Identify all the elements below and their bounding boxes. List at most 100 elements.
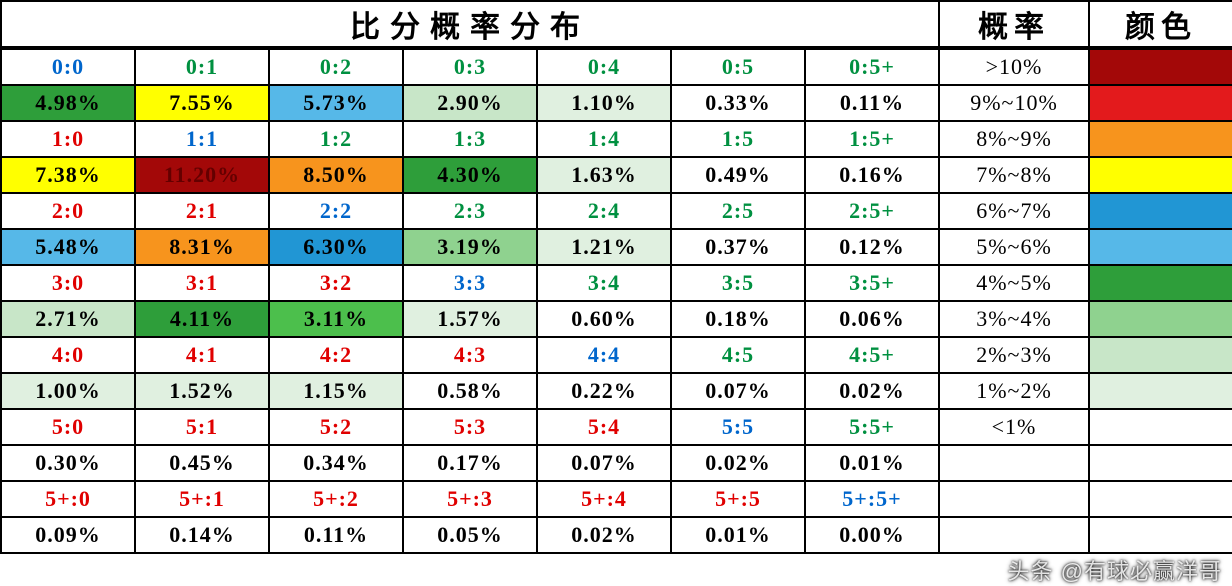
grid-cell: 1.10% — [537, 85, 671, 121]
grid-cell: 0.17% — [403, 445, 537, 481]
grid-cell: 8.50% — [269, 157, 403, 193]
grid-cell: 2:5 — [671, 193, 805, 229]
legend-swatch — [1089, 409, 1232, 445]
grid-cell: 5:3 — [403, 409, 537, 445]
legend-label — [939, 445, 1089, 481]
grid-cell: 1:5+ — [805, 121, 939, 157]
table-row: 1:01:11:21:31:41:51:5+8%~9% — [1, 121, 1232, 157]
grid-cell: 0.02% — [671, 445, 805, 481]
grid-cell: 6.30% — [269, 229, 403, 265]
legend-swatch — [1089, 517, 1232, 553]
table-row: 5:05:15:25:35:45:55:5+<1% — [1, 409, 1232, 445]
grid-cell: 0.12% — [805, 229, 939, 265]
grid-cell: 4:0 — [1, 337, 135, 373]
grid-cell: 5+:3 — [403, 481, 537, 517]
grid-cell: 0.05% — [403, 517, 537, 553]
score-probability-table: 比分概率分布 概率 颜色 — [0, 0, 1232, 48]
grid-cell: 1.15% — [269, 373, 403, 409]
grid-cell: 5+:0 — [1, 481, 135, 517]
grid-cell: 0.01% — [805, 445, 939, 481]
grid-cell: 2:0 — [1, 193, 135, 229]
grid-cell: 0:1 — [135, 49, 269, 85]
grid-cell: 3:4 — [537, 265, 671, 301]
grid-cell: 0.01% — [671, 517, 805, 553]
grid-cell: 0.22% — [537, 373, 671, 409]
grid-cell: 4:5+ — [805, 337, 939, 373]
grid-cell: 4:1 — [135, 337, 269, 373]
table-row: 4.98%7.55%5.73%2.90%1.10%0.33%0.11%9%~10… — [1, 85, 1232, 121]
legend-swatch — [1089, 229, 1232, 265]
table-row: 3:03:13:23:33:43:53:5+4%~5% — [1, 265, 1232, 301]
grid-cell: 5:4 — [537, 409, 671, 445]
grid-cell: 2:4 — [537, 193, 671, 229]
grid-cell: 0.45% — [135, 445, 269, 481]
grid-cell: 5+:2 — [269, 481, 403, 517]
grid-cell: 1:3 — [403, 121, 537, 157]
legend-label — [939, 481, 1089, 517]
table-row: 7.38%11.20%8.50%4.30%1.63%0.49%0.16%7%~8… — [1, 157, 1232, 193]
grid-cell: 1.00% — [1, 373, 135, 409]
table-body: 0:00:10:20:30:40:50:5+>10%4.98%7.55%5.73… — [0, 48, 1232, 554]
grid-cell: 0.34% — [269, 445, 403, 481]
grid-cell: 3:1 — [135, 265, 269, 301]
grid-cell: 2:1 — [135, 193, 269, 229]
grid-cell: 0.37% — [671, 229, 805, 265]
grid-cell: 5:1 — [135, 409, 269, 445]
legend-label: 5%~6% — [939, 229, 1089, 265]
grid-cell: 1:5 — [671, 121, 805, 157]
legend-swatch — [1089, 85, 1232, 121]
grid-cell: 1.57% — [403, 301, 537, 337]
grid-cell: 0.16% — [805, 157, 939, 193]
grid-cell: 1.21% — [537, 229, 671, 265]
table-row: 5+:05+:15+:25+:35+:45+:55+:5+ — [1, 481, 1232, 517]
grid-cell: 3:2 — [269, 265, 403, 301]
header-color: 颜色 — [1089, 1, 1232, 47]
table-row: 2.71%4.11%3.11%1.57%0.60%0.18%0.06%3%~4% — [1, 301, 1232, 337]
grid-cell: 5:0 — [1, 409, 135, 445]
grid-cell: 1:0 — [1, 121, 135, 157]
grid-cell: 7.55% — [135, 85, 269, 121]
legend-swatch — [1089, 157, 1232, 193]
grid-cell: 3:0 — [1, 265, 135, 301]
grid-cell: 3.11% — [269, 301, 403, 337]
grid-cell: 0:5 — [671, 49, 805, 85]
table-row: 0:00:10:20:30:40:50:5+>10% — [1, 49, 1232, 85]
grid-cell: 2:3 — [403, 193, 537, 229]
grid-cell: 0.18% — [671, 301, 805, 337]
grid-cell: 7.38% — [1, 157, 135, 193]
grid-cell: 0.14% — [135, 517, 269, 553]
legend-label: <1% — [939, 409, 1089, 445]
grid-cell: 5:2 — [269, 409, 403, 445]
grid-cell: 2.90% — [403, 85, 537, 121]
legend-label: 4%~5% — [939, 265, 1089, 301]
grid-cell: 2:5+ — [805, 193, 939, 229]
grid-cell: 4.11% — [135, 301, 269, 337]
grid-cell: 5:5+ — [805, 409, 939, 445]
grid-cell: 0.11% — [805, 85, 939, 121]
table-row: 0.30%0.45%0.34%0.17%0.07%0.02%0.01% — [1, 445, 1232, 481]
grid-cell: 0:4 — [537, 49, 671, 85]
grid-cell: 0:0 — [1, 49, 135, 85]
grid-cell: 2:2 — [269, 193, 403, 229]
grid-cell: 1.52% — [135, 373, 269, 409]
grid-cell: 0:2 — [269, 49, 403, 85]
grid-cell: 5.73% — [269, 85, 403, 121]
grid-cell: 1:2 — [269, 121, 403, 157]
grid-cell: 0.60% — [537, 301, 671, 337]
legend-swatch — [1089, 337, 1232, 373]
grid-cell: 0.33% — [671, 85, 805, 121]
grid-cell: 0.00% — [805, 517, 939, 553]
grid-cell: 0.30% — [1, 445, 135, 481]
legend-label: 7%~8% — [939, 157, 1089, 193]
grid-cell: 4:4 — [537, 337, 671, 373]
grid-cell: 3:3 — [403, 265, 537, 301]
grid-cell: 1:4 — [537, 121, 671, 157]
table-row: 4:04:14:24:34:44:54:5+2%~3% — [1, 337, 1232, 373]
grid-cell: 2.71% — [1, 301, 135, 337]
grid-cell: 0.07% — [671, 373, 805, 409]
legend-label: 1%~2% — [939, 373, 1089, 409]
grid-cell: 3.19% — [403, 229, 537, 265]
legend-swatch — [1089, 445, 1232, 481]
grid-cell: 5:5 — [671, 409, 805, 445]
legend-label: 8%~9% — [939, 121, 1089, 157]
